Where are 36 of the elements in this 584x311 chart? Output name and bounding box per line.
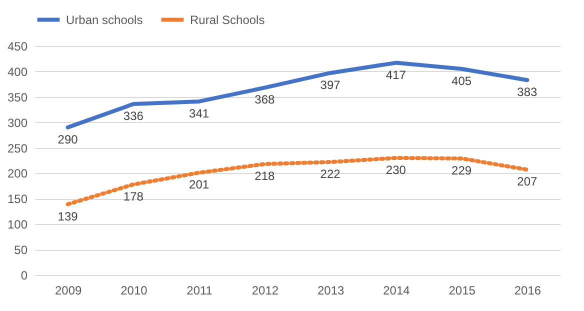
y-tick-label: 400 [7,64,28,79]
x-tick-label: 2013 [317,284,344,298]
x-tick-label: 2012 [252,284,279,298]
data-label: 229 [452,163,472,178]
data-label: 336 [123,109,144,124]
x-tick-label: 2015 [448,284,476,298]
data-label: 201 [189,178,210,192]
data-label: 230 [386,162,406,177]
x-tick-label: 2014 [383,284,410,298]
legend-label: Rural Schools [190,12,265,27]
data-label: 341 [189,106,210,120]
data-label: 178 [123,189,144,204]
data-label: 368 [254,92,276,107]
data-label: 218 [254,169,276,184]
y-tick-label: 350 [7,90,28,104]
legend-label: Urban schools [66,12,143,27]
x-tick-label: 2016 [514,284,542,298]
x-tick-label: 2010 [120,284,148,298]
data-label: 222 [320,167,341,182]
data-label: 139 [58,209,78,224]
data-label: 290 [58,132,78,146]
y-tick-label: 200 [7,166,28,181]
y-tick-label: 250 [7,141,28,156]
y-tick-label: 150 [7,192,28,206]
data-label: 397 [320,78,341,92]
y-tick-label: 0 [20,268,28,282]
y-tick-label: 100 [7,218,28,232]
y-tick-label: 450 [7,40,28,54]
data-label: 417 [386,68,406,82]
x-tick-label: 2009 [54,284,82,298]
y-tick-label: 300 [7,116,28,130]
y-tick-label: 50 [14,243,28,258]
data-label: 383 [517,85,538,100]
data-label: 405 [452,74,472,88]
data-label: 207 [517,174,538,189]
x-tick-label: 2011 [186,284,213,298]
